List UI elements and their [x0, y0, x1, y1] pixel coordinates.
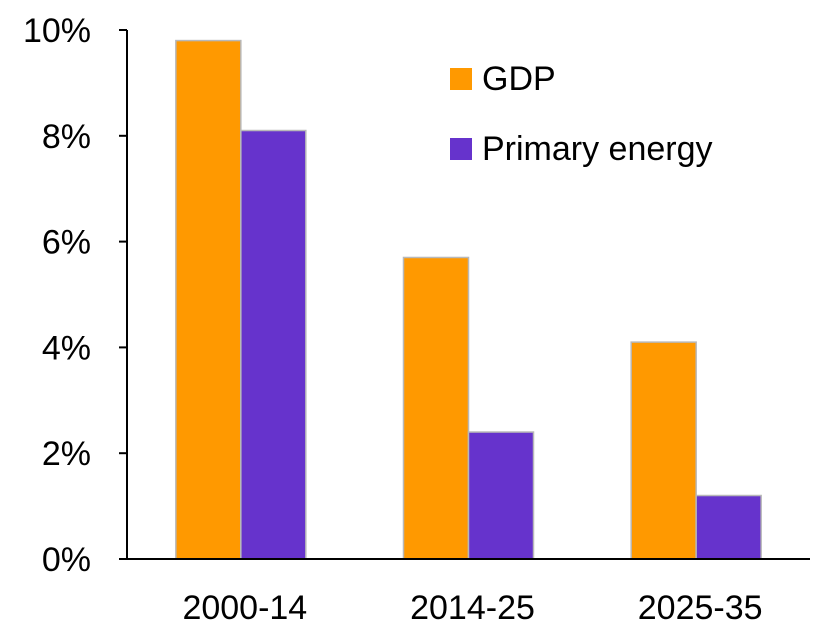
- y-tick-label: 6%: [42, 224, 91, 262]
- bars: [175, 39, 762, 560]
- x-axis: 2000-14 2014-25 2025-35: [127, 558, 810, 627]
- bar-primary-energy-2014-25: [467, 431, 535, 560]
- y-tick-label: 8%: [42, 118, 91, 156]
- legend-label-primary-energy: Primary energy: [482, 130, 713, 168]
- legend-label-gdp: GDP: [482, 60, 556, 98]
- x-tick-label: 2014-25: [410, 589, 535, 627]
- y-axis: 0% 2% 4% 6% 8% 10%: [23, 12, 128, 579]
- y-tick-label: 0%: [42, 541, 91, 579]
- y-tick-label: 2%: [42, 435, 91, 473]
- y-tick-label: 4%: [42, 329, 91, 367]
- bar-gdp-2025-35: [630, 341, 697, 560]
- x-tick-label: 2025-35: [638, 589, 763, 627]
- x-tick-label: 2000-14: [182, 589, 307, 627]
- bar-gdp-2000-14: [175, 39, 242, 560]
- bar-primary-energy-2025-35: [695, 494, 762, 560]
- legend: GDP Primary energy: [450, 60, 713, 168]
- y-tick-label: 10%: [23, 12, 91, 50]
- bar-primary-energy-2000-14: [240, 129, 307, 560]
- bar-gdp-2014-25: [402, 256, 470, 560]
- legend-swatch-gdp: [450, 68, 472, 90]
- legend-swatch-primary-energy: [450, 138, 472, 160]
